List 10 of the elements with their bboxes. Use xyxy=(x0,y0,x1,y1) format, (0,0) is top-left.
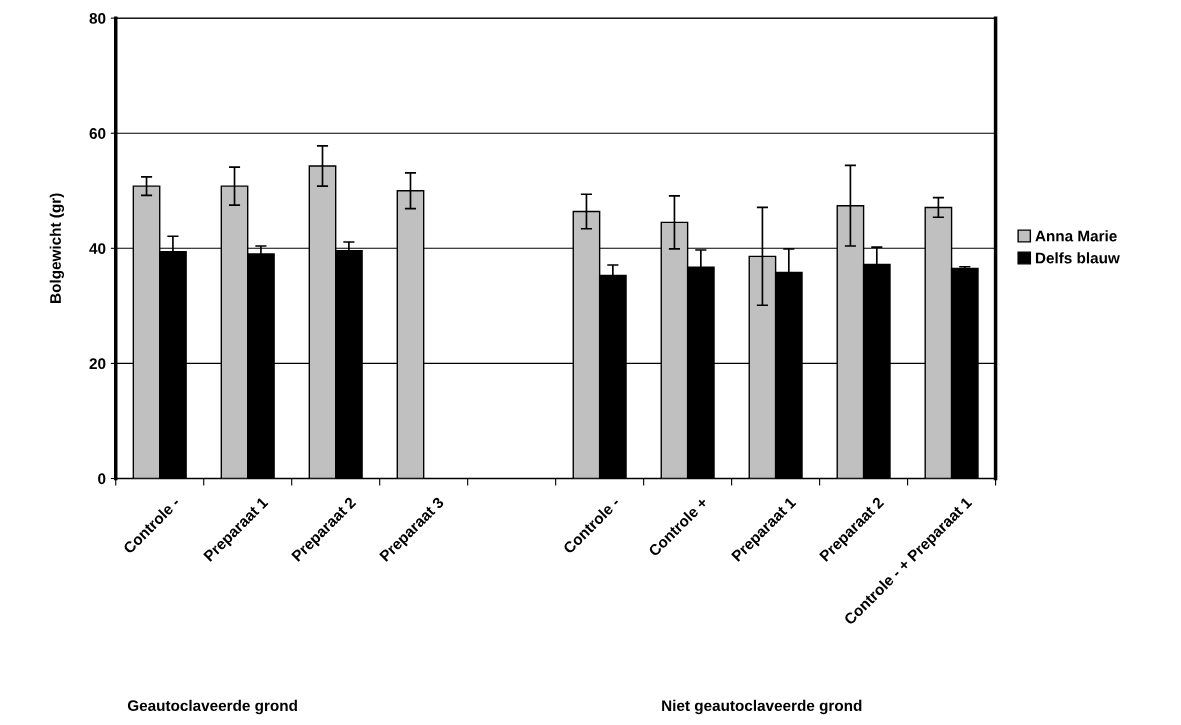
y-tick-label: 0 xyxy=(98,473,106,485)
y-tick-label: 40 xyxy=(89,243,106,254)
y-tick-label: 80 xyxy=(89,12,106,24)
text: Niet geautoclaveerde grond xyxy=(662,699,862,715)
legend-label: Delfs blauw xyxy=(1035,252,1120,264)
y-tick-label: 60 xyxy=(89,128,106,139)
y-tick-label: 20 xyxy=(89,358,106,370)
text: Geautoclaveerde grond xyxy=(127,699,297,715)
y-axis-title: Bolgewicht (gr) xyxy=(49,193,65,303)
legend-label: Anna Marie xyxy=(1035,230,1117,242)
